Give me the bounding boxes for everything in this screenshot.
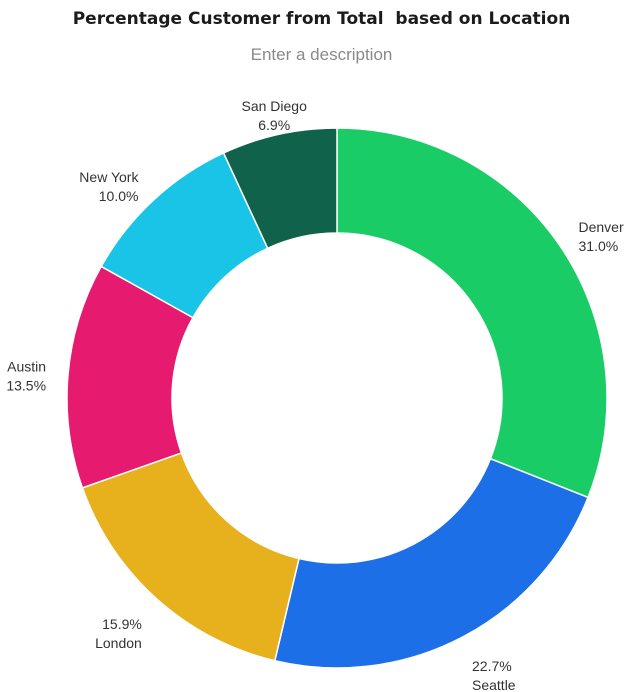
slice-labels: Denver 31.0% 22.7% Seattle 15.9% London Austin… <box>6 98 624 692</box>
label-value: 6.9% <box>258 117 290 133</box>
slice-denver[interactable] <box>336 127 608 499</box>
label-name: Seattle <box>472 677 516 692</box>
label-name: Denver <box>579 219 624 235</box>
label-value: 15.9% <box>102 616 142 632</box>
chart-description[interactable]: Enter a description <box>250 45 393 64</box>
label-name: San Diego <box>242 98 308 114</box>
label-san-diego: San Diego 6.9% <box>242 98 308 133</box>
label-name: New York <box>79 169 139 185</box>
label-london: 15.9% London <box>95 616 142 651</box>
slice-san-diego[interactable] <box>222 127 338 250</box>
label-value: 31.0% <box>579 238 619 254</box>
label-new-york: New York 10.0% <box>79 169 139 204</box>
label-austin: Austin 13.5% <box>6 358 46 393</box>
label-value: 13.5% <box>6 377 46 393</box>
slice-seattle[interactable] <box>273 457 590 669</box>
chart-title: Percentage Customer from Total based on … <box>72 9 571 29</box>
label-seattle: 22.7% Seattle <box>472 658 516 692</box>
label-name: London <box>95 635 142 651</box>
label-denver: Denver 31.0% <box>579 219 624 254</box>
label-name: Austin <box>7 358 46 374</box>
label-value: 10.0% <box>99 188 139 204</box>
label-value: 22.7% <box>472 658 512 674</box>
donut-slices <box>66 127 608 669</box>
